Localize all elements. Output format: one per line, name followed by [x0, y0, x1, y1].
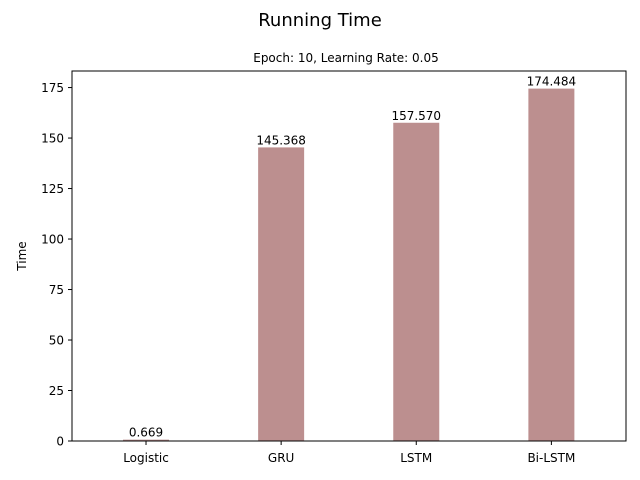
y-tick-label: 75 — [49, 283, 64, 297]
data-label-logistic: 0.669 — [129, 426, 163, 440]
bar-bi-lstm — [528, 88, 575, 441]
data-label-lstm: 157.570 — [391, 109, 441, 123]
x-tick-label: GRU — [268, 451, 294, 465]
bar-gru — [258, 147, 305, 442]
x-tick-label: Bi-LSTM — [527, 451, 575, 465]
data-label-gru: 145.368 — [256, 133, 306, 147]
data-label-bi-lstm: 174.484 — [527, 75, 577, 89]
y-tick-label: 25 — [49, 384, 64, 398]
x-tick-label: Logistic — [123, 451, 169, 465]
chart-subtitle: Epoch: 10, Learning Rate: 0.05 — [253, 51, 439, 65]
y-tick-label: 150 — [41, 132, 64, 146]
y-tick-label: 50 — [49, 334, 64, 348]
bar-lstm — [393, 122, 440, 442]
x-tick-label: LSTM — [400, 451, 432, 465]
data-labels-group: 0.669 145.368 157.570 174.484 — [129, 75, 576, 440]
x-axis-ticks: Logistic GRU LSTM Bi-LSTM — [123, 441, 575, 465]
y-tick-label: 100 — [41, 233, 64, 247]
y-axis-label: Time — [15, 241, 29, 271]
y-axis-ticks: 0 25 50 75 100 125 150 175 — [41, 81, 72, 449]
plot-frame — [71, 70, 627, 442]
chart-title: Running Time — [258, 10, 382, 31]
y-tick-label: 0 — [56, 435, 64, 449]
y-tick-label: 175 — [41, 81, 64, 95]
bar-logistic — [123, 439, 170, 441]
bars-group — [123, 88, 575, 442]
y-tick-label: 125 — [41, 182, 64, 196]
